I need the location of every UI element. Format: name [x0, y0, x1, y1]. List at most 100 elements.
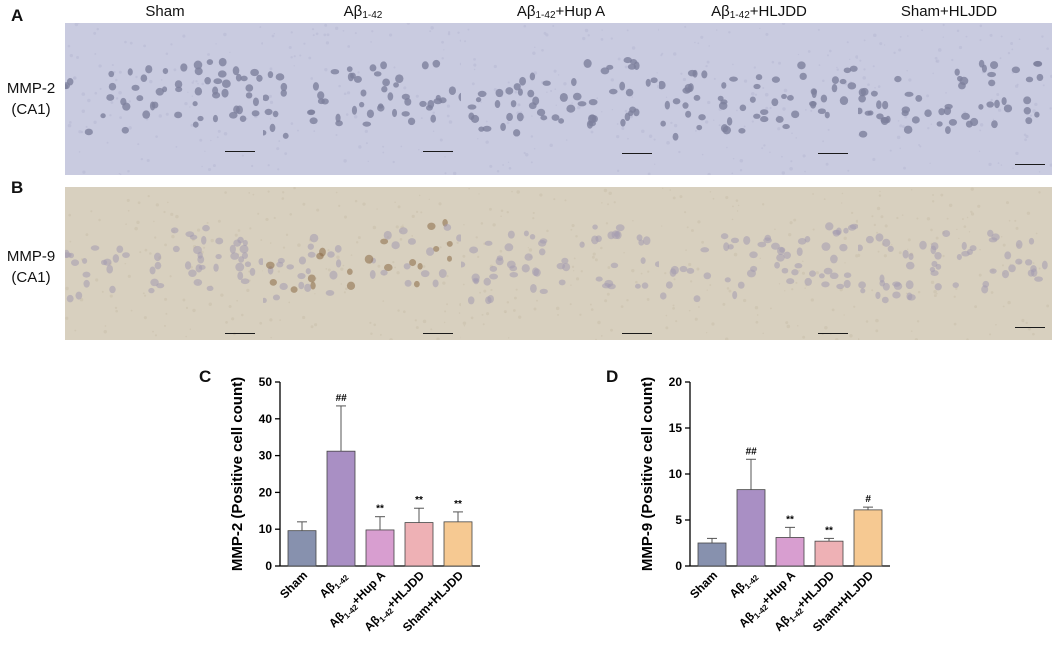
x-tick-label: Sham — [687, 568, 720, 601]
tissue-speckle — [1009, 263, 1011, 265]
tissue-speckle — [680, 72, 683, 75]
cell-nucleus — [106, 94, 115, 101]
tissue-background — [858, 23, 1052, 175]
tissue-speckle — [65, 286, 69, 291]
cell-nucleus — [276, 261, 284, 268]
tissue-speckle — [343, 92, 347, 96]
tissue-speckle — [555, 306, 560, 311]
tissue-speckle — [343, 291, 346, 294]
cell-nucleus — [307, 243, 314, 250]
group-name: Sham+HLJDD — [900, 3, 998, 20]
tissue-speckle — [477, 138, 479, 140]
tissue-speckle — [344, 287, 348, 291]
tissue-speckle — [672, 306, 675, 310]
tissue-speckle — [591, 255, 595, 259]
tissue-speckle — [533, 307, 537, 311]
tissue-speckle — [678, 150, 681, 154]
tissue-speckle — [104, 325, 107, 327]
cell-nucleus — [469, 246, 479, 254]
tissue-speckle — [774, 228, 776, 231]
tissue-speckle — [277, 270, 281, 273]
cell-nucleus — [1041, 260, 1048, 270]
tissue-speckle — [290, 56, 293, 59]
tissue-speckle — [527, 247, 530, 249]
tissue-speckle — [970, 210, 973, 214]
tissue-speckle — [167, 201, 169, 204]
tissue-speckle — [1049, 163, 1052, 167]
tissue-speckle — [260, 239, 263, 241]
cell-nucleus — [858, 244, 863, 252]
cell-nucleus — [627, 63, 637, 70]
tissue-speckle — [724, 337, 729, 340]
cell-nucleus — [505, 87, 514, 95]
cell-nucleus — [829, 272, 839, 280]
cell-nucleus — [346, 268, 353, 275]
tissue-speckle — [669, 189, 672, 191]
cell-nucleus — [108, 82, 117, 91]
tissue-speckle — [223, 32, 227, 37]
cell-nucleus — [523, 230, 529, 237]
cell-nucleus — [924, 109, 932, 118]
tissue-speckle — [248, 270, 251, 273]
tissue-speckle — [801, 260, 804, 263]
tissue-speckle — [369, 321, 372, 324]
tissue-speckle — [858, 253, 861, 257]
cell-nucleus — [239, 244, 249, 254]
cell-nucleus — [193, 60, 203, 70]
tissue-speckle — [441, 40, 444, 44]
tissue-speckle — [863, 39, 866, 42]
cell-nucleus — [664, 100, 670, 110]
cell-nucleus — [213, 78, 223, 85]
cell-nucleus — [155, 87, 164, 96]
tissue-speckle — [1014, 219, 1017, 222]
cell-nucleus — [432, 279, 439, 288]
tissue-speckle — [553, 69, 557, 73]
cell-nucleus — [831, 84, 838, 93]
scale-bar — [1015, 164, 1045, 165]
cell-nucleus — [538, 248, 546, 256]
cell-nucleus — [162, 86, 168, 93]
tissue-speckle — [446, 114, 450, 118]
tissue-speckle — [115, 309, 118, 313]
tissue-speckle — [995, 323, 997, 326]
cell-nucleus — [83, 279, 90, 288]
tissue-speckle — [165, 112, 169, 116]
tissue-speckle — [735, 199, 739, 202]
tissue-speckle — [927, 126, 930, 130]
cell-nucleus — [404, 279, 412, 287]
cell-nucleus — [595, 276, 603, 282]
tissue-speckle — [422, 319, 427, 324]
tissue-speckle — [827, 128, 830, 131]
tissue-speckle — [340, 267, 344, 271]
tissue-background — [659, 187, 858, 340]
tissue-speckle — [908, 78, 912, 82]
tissue-speckle — [898, 48, 902, 52]
cell-nucleus — [843, 67, 852, 74]
tissue-speckle — [623, 251, 625, 254]
tissue-speckle — [153, 220, 155, 223]
tissue-speckle — [389, 33, 393, 37]
tissue-speckle — [696, 267, 700, 271]
tissue-speckle — [664, 272, 667, 275]
tissue-speckle — [841, 192, 844, 195]
tissue-speckle — [656, 72, 658, 74]
column-header-abeta-hljdd: Aβ1-42+HLJDD — [659, 3, 859, 21]
tissue-speckle — [843, 314, 845, 316]
tissue-speckle — [970, 187, 974, 191]
tissue-speckle — [217, 129, 221, 133]
cell-nucleus — [588, 98, 598, 106]
tissue-speckle — [134, 226, 138, 231]
tissue-speckle — [269, 318, 273, 322]
tissue-speckle — [571, 224, 575, 228]
cell-nucleus — [720, 99, 728, 105]
tissue-speckle — [631, 268, 635, 273]
tissue-speckle — [314, 293, 316, 295]
tissue-speckle — [863, 68, 866, 71]
tissue-speckle — [327, 268, 331, 272]
tissue-speckle — [439, 138, 443, 142]
cell-nucleus — [738, 128, 746, 134]
tissue-speckle — [190, 123, 194, 127]
tissue-speckle — [570, 228, 573, 231]
cell-nucleus — [461, 261, 466, 268]
cell-nucleus — [906, 292, 913, 301]
